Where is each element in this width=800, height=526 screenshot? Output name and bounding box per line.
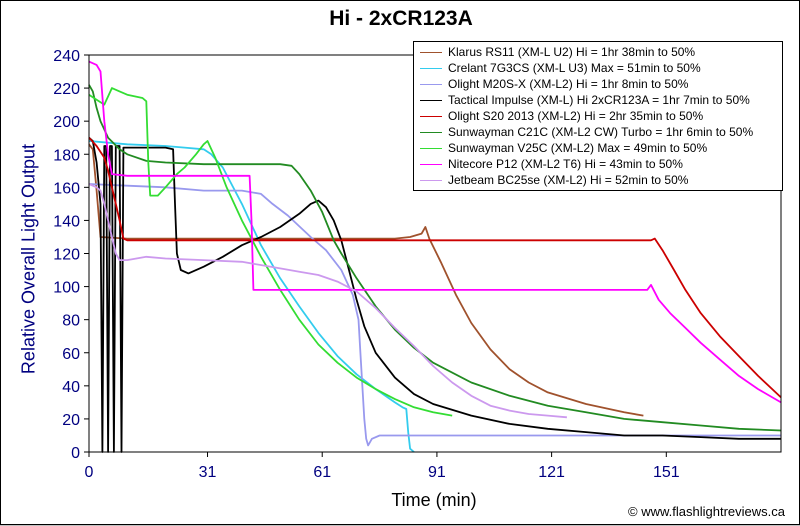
x-tick-label: 91 (428, 464, 446, 481)
legend-label: Nitecore P12 (XM-L2 T6) Hi = 43min to 50… (448, 157, 683, 171)
y-tick-label: 60 (62, 346, 80, 363)
x-axis-label: Time (min) (391, 490, 477, 510)
credit-text: © www.flashlightreviews.ca (628, 504, 785, 519)
legend-item: Olight S20 2013 (XM-L2) Hi = 2hr 35min t… (414, 108, 782, 124)
y-tick-label: 200 (53, 114, 80, 131)
legend-item: Sunwayman V25C (XM-L2) Max = 49min to 50… (414, 140, 782, 156)
y-tick-label: 20 (62, 412, 80, 429)
legend-label: Olight M20S-X (XM-L2) Hi = 1hr 8min to 5… (448, 77, 689, 91)
legend-item: Klarus RS11 (XM-L U2) Hi = 1hr 38min to … (414, 44, 782, 60)
legend-label: Crelant 7G3CS (XM-L U3) Max = 51min to 5… (448, 61, 701, 75)
legend-swatch (420, 179, 442, 181)
x-tick-label: 121 (538, 464, 565, 481)
y-tick-label: 180 (53, 147, 80, 164)
x-tick-label: 31 (199, 464, 217, 481)
y-tick-label: 160 (53, 180, 80, 197)
series-line-7 (88, 87, 453, 417)
series-line-6 (88, 84, 782, 432)
legend-swatch (420, 147, 442, 149)
series-line-2 (88, 140, 415, 453)
x-tick-label: 61 (313, 464, 331, 481)
legend-item: Nitecore P12 (XM-L2 T6) Hi = 43min to 50… (414, 156, 782, 172)
y-tick-label: 100 (53, 280, 80, 297)
legend-swatch (420, 131, 442, 133)
axis-layer: 0 20 40 60 80 100 120 140 160 180 200 220 240 0 31 61 91… (53, 48, 679, 481)
legend-swatch (420, 51, 442, 53)
x-tick-label: 0 (85, 464, 94, 481)
series-line-8 (88, 60, 782, 404)
series-line-9 (88, 183, 567, 419)
y-tick-label: 40 (62, 379, 80, 396)
y-tick-label: 140 (53, 213, 80, 230)
y-tick-label: 0 (71, 445, 80, 462)
legend: Klarus RS11 (XM-L U2) Hi = 1hr 38min to … (413, 41, 783, 191)
legend-swatch (420, 83, 442, 85)
series-line-5 (88, 137, 782, 399)
legend-label: Sunwayman C21C (XM-L2 CW) Turbo = 1hr 6m… (448, 125, 754, 139)
legend-item: Olight M20S-X (XM-L2) Hi = 1hr 8min to 5… (414, 76, 782, 92)
legend-swatch (420, 67, 442, 69)
y-tick-label: 120 (53, 247, 80, 264)
legend-label: Jetbeam BC25se (XM-L2) Hi = 52min to 50% (448, 173, 689, 187)
series-layer (88, 60, 782, 453)
y-tick-label: 220 (53, 81, 80, 98)
legend-item: Jetbeam BC25se (XM-L2) Hi = 52min to 50% (414, 172, 782, 188)
y-tick-label: 240 (53, 48, 80, 65)
x-tick-label: 151 (653, 464, 680, 481)
series-line-3 (88, 183, 781, 447)
legend-swatch (420, 99, 442, 101)
legend-label: Tactical Impulse (XM-L) Hi 2xCR123A = 1h… (448, 93, 750, 107)
legend-item: Tactical Impulse (XM-L) Hi 2xCR123A = 1h… (414, 92, 782, 108)
legend-label: Klarus RS11 (XM-L U2) Hi = 1hr 38min to … (448, 45, 696, 59)
legend-label: Olight S20 2013 (XM-L2) Hi = 2hr 35min t… (448, 109, 704, 123)
legend-swatch (420, 115, 442, 117)
chart-title: Hi - 2xCR123A (329, 7, 473, 30)
legend-item: Crelant 7G3CS (XM-L U3) Max = 51min to 5… (414, 60, 782, 76)
legend-swatch (420, 163, 442, 165)
y-tick-label: 80 (62, 313, 80, 330)
legend-label: Sunwayman V25C (XM-L2) Max = 49min to 50… (448, 141, 708, 155)
legend-item: Sunwayman C21C (XM-L2 CW) Turbo = 1hr 6m… (414, 124, 782, 140)
